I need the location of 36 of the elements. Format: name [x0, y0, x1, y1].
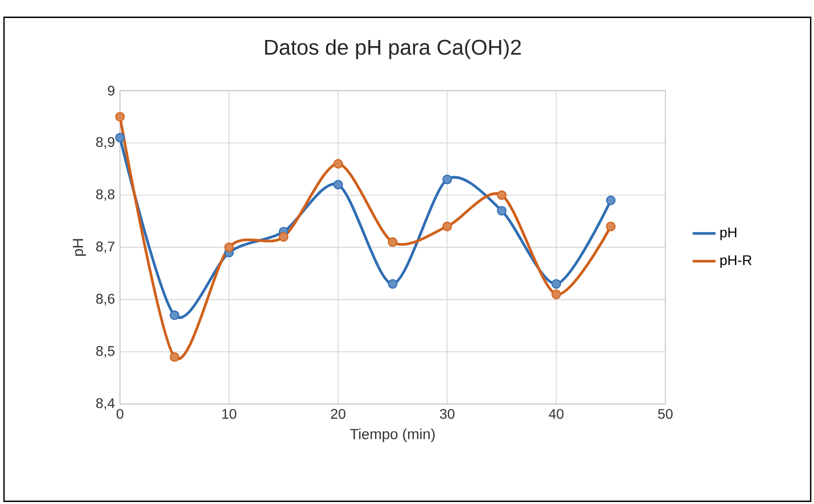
point [606, 222, 616, 232]
point [388, 237, 398, 247]
point [115, 112, 125, 122]
point [551, 290, 562, 300]
chart-title: Datos de pH para Ca(OH)2 [265, 39, 521, 60]
x-tick-label: 30 [440, 408, 454, 419]
y-tick-label: 8,6 [96, 294, 114, 306]
point [170, 310, 180, 320]
y-tick-label: 8,7 [96, 242, 114, 254]
y-tick-label: 8,9 [96, 137, 114, 149]
point [496, 190, 507, 200]
point [442, 174, 452, 184]
point [115, 132, 125, 142]
y-tick-label: 9 [108, 86, 114, 96]
x-tick-label: 40 [548, 408, 564, 419]
x-axis-title: Tiempo (min) [350, 428, 435, 442]
x-tick-label: 20 [331, 408, 346, 419]
x-tick-label: 50 [658, 408, 673, 419]
legend-label: pH-R [720, 255, 752, 268]
x-tick-label: 0 [116, 408, 124, 419]
point [224, 242, 234, 252]
point [170, 352, 180, 362]
point [333, 158, 343, 169]
point [496, 206, 507, 216]
legend-label: pH [720, 228, 736, 240]
point [606, 196, 616, 206]
point [278, 232, 288, 242]
y-tick-label: 8,4 [96, 398, 115, 410]
point [388, 279, 398, 289]
point [333, 180, 343, 190]
y-tick-label: 8,8 [96, 189, 114, 201]
y-axis-title: pH [72, 239, 86, 256]
point [551, 279, 562, 289]
y-tick-label: 8,5 [96, 346, 114, 358]
point [442, 222, 452, 232]
x-tick-label: 10 [222, 408, 236, 419]
